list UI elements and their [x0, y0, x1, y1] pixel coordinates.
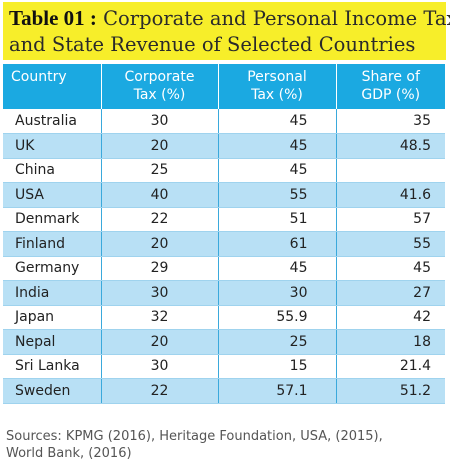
sources-line-2: World Bank, (2016): [6, 446, 132, 461]
table-row: Sri Lanka 30 15 21.4: [3, 354, 445, 379]
title-line-1: Table 01 : Corporate and Personal Income…: [9, 5, 450, 32]
sources-note: Sources: KPMG (2016), Heritage Foundatio…: [6, 428, 446, 462]
tax-revenue-table: Country Corporate Tax (%) Personal Tax (%)…: [3, 64, 445, 404]
title-line-2: and State Revenue of Selected Countries: [9, 33, 416, 56]
table-row: Nepal 20 25 18: [3, 329, 445, 355]
corporate-tax-cell: 30: [101, 354, 219, 379]
table-row: Denmark 22 51 57: [3, 207, 445, 232]
gdp-share-cell: 18: [336, 329, 445, 355]
table-row: Australia 30 45 35: [3, 109, 445, 134]
gdp-share-cell: 55: [336, 231, 445, 257]
corporate-tax-cell: 20: [101, 329, 219, 355]
table-title: Table 01 : Corporate and Personal Income…: [3, 2, 450, 60]
country-cell: UK: [3, 133, 102, 159]
corporate-tax-cell: 30: [101, 280, 219, 306]
corporate-tax-cell: 20: [101, 133, 219, 159]
personal-tax-cell: 25: [218, 329, 337, 355]
gdp-share-cell: 27: [336, 280, 445, 306]
personal-tax-cell: 45: [218, 256, 337, 281]
personal-tax-cell: 30: [218, 280, 337, 306]
country-cell: China: [3, 158, 102, 183]
personal-tax-cell: 45: [218, 158, 337, 183]
header-gdp-share: Share of GDP (%): [336, 64, 445, 109]
table-row: China 25 45: [3, 158, 445, 183]
table-row: UK 20 45 48.5: [3, 133, 445, 159]
personal-tax-cell: 55: [218, 182, 337, 208]
country-cell: Nepal: [3, 329, 102, 355]
title-text-1: Corporate and Personal Income Tax: [103, 7, 450, 30]
sources-line-1: Sources: KPMG (2016), Heritage Foundatio…: [6, 429, 383, 444]
header-country: Country: [3, 64, 102, 109]
corporate-tax-cell: 25: [101, 158, 219, 183]
country-cell: Australia: [3, 109, 102, 134]
gdp-share-cell: 51.2: [336, 378, 445, 404]
table-row: Finland 20 61 55: [3, 231, 445, 257]
corporate-tax-cell: 22: [101, 378, 219, 404]
gdp-share-cell: 57: [336, 207, 445, 232]
table-row: Japan 32 55.9 42: [3, 305, 445, 330]
personal-tax-cell: 51: [218, 207, 337, 232]
country-cell: Germany: [3, 256, 102, 281]
country-cell: India: [3, 280, 102, 306]
corporate-tax-cell: 20: [101, 231, 219, 257]
table-row: India 30 30 27: [3, 280, 445, 306]
country-cell: Japan: [3, 305, 102, 330]
personal-tax-cell: 57.1: [218, 378, 337, 404]
header-corporate-tax: Corporate Tax (%): [101, 64, 219, 109]
gdp-share-cell: 42: [336, 305, 445, 330]
gdp-share-cell: [336, 158, 445, 183]
personal-tax-cell: 61: [218, 231, 337, 257]
country-cell: Finland: [3, 231, 102, 257]
gdp-share-cell: 45: [336, 256, 445, 281]
corporate-tax-cell: 29: [101, 256, 219, 281]
table-row: Sweden 22 57.1 51.2: [3, 378, 445, 404]
personal-tax-cell: 15: [218, 354, 337, 379]
corporate-tax-cell: 22: [101, 207, 219, 232]
gdp-share-cell: 48.5: [336, 133, 445, 159]
corporate-tax-cell: 32: [101, 305, 219, 330]
gdp-share-cell: 35: [336, 109, 445, 134]
corporate-tax-cell: 40: [101, 182, 219, 208]
table-number-label: Table 01 :: [9, 6, 97, 30]
country-cell: Sri Lanka: [3, 354, 102, 379]
country-cell: USA: [3, 182, 102, 208]
personal-tax-cell: 45: [218, 109, 337, 134]
gdp-share-cell: 41.6: [336, 182, 445, 208]
personal-tax-cell: 45: [218, 133, 337, 159]
header-personal-tax: Personal Tax (%): [218, 64, 337, 109]
personal-tax-cell: 55.9: [218, 305, 337, 330]
table-body: Australia 30 45 35 UK 20 45 48.5 China 25 45 USA 40 5…: [3, 109, 445, 404]
corporate-tax-cell: 30: [101, 109, 219, 134]
gdp-share-cell: 21.4: [336, 354, 445, 379]
table-row: USA 40 55 41.6: [3, 182, 445, 208]
table-header-row: Country Corporate Tax (%) Personal Tax (%)…: [3, 64, 445, 109]
table-row: Germany 29 45 45: [3, 256, 445, 281]
country-cell: Sweden: [3, 378, 102, 404]
country-cell: Denmark: [3, 207, 102, 232]
